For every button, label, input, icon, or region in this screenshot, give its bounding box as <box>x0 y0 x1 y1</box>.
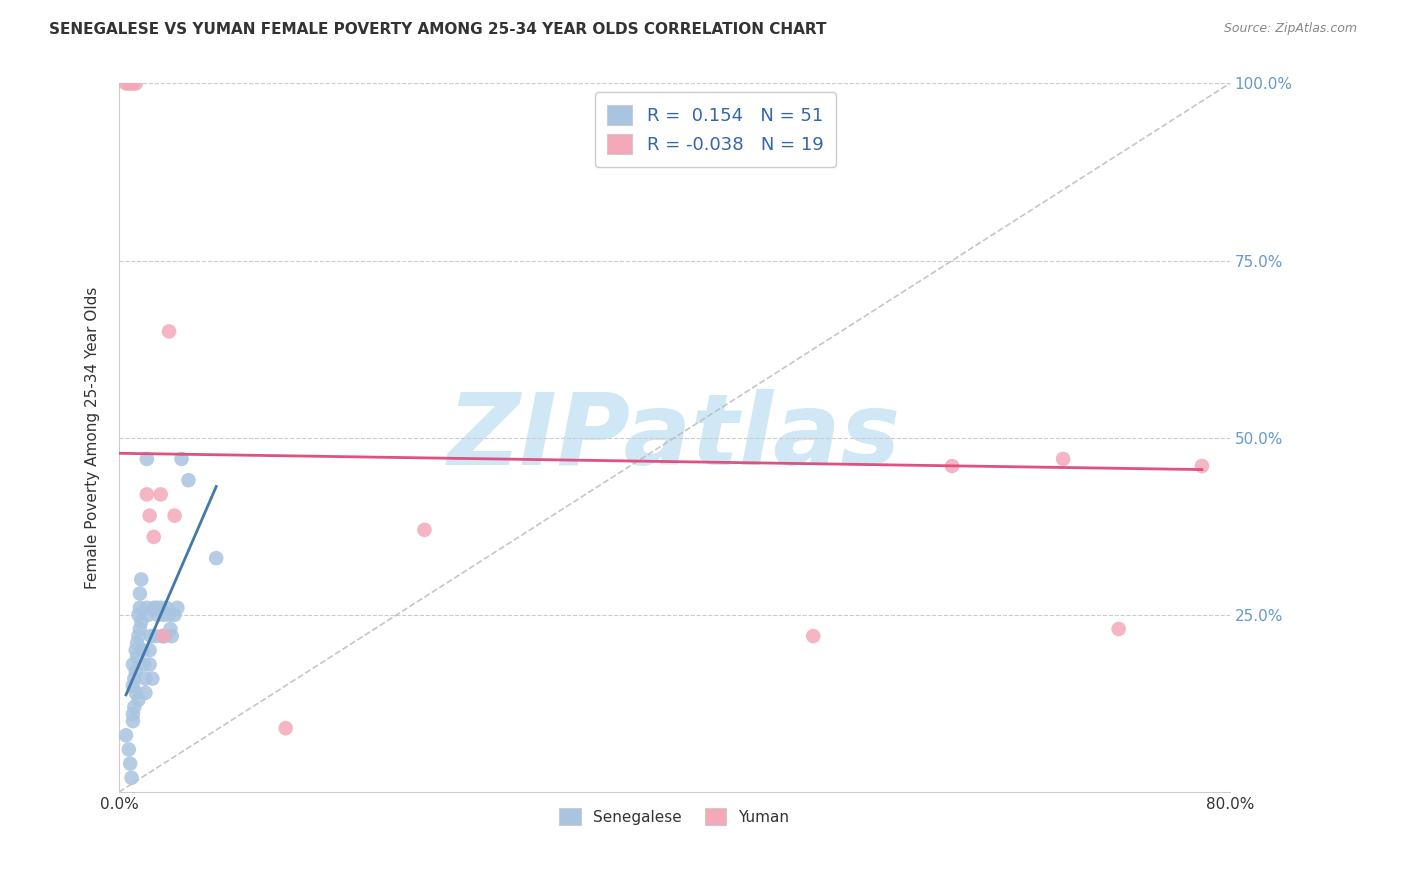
Point <box>125 643 148 657</box>
Point <box>134 686 156 700</box>
Point <box>274 721 297 735</box>
Point <box>131 643 153 657</box>
Point <box>122 77 145 91</box>
Point <box>153 629 176 643</box>
Point <box>134 672 156 686</box>
Point <box>166 600 188 615</box>
Point <box>150 629 173 643</box>
Legend: Senegalese, Yuman: Senegalese, Yuman <box>550 799 799 834</box>
Point <box>941 458 963 473</box>
Point <box>177 473 200 487</box>
Point <box>155 600 177 615</box>
Point <box>128 586 150 600</box>
Point <box>135 452 157 467</box>
Point <box>1191 458 1213 473</box>
Point <box>127 650 149 665</box>
Point <box>124 672 146 686</box>
Point <box>135 487 157 501</box>
Point <box>127 693 149 707</box>
Text: SENEGALESE VS YUMAN FEMALE POVERTY AMONG 25-34 YEAR OLDS CORRELATION CHART: SENEGALESE VS YUMAN FEMALE POVERTY AMONG… <box>49 22 827 37</box>
Point <box>122 714 145 728</box>
Point <box>122 706 145 721</box>
Point <box>125 665 148 679</box>
Point <box>157 607 180 622</box>
Point <box>115 728 138 742</box>
Point <box>128 622 150 636</box>
Point <box>146 607 169 622</box>
Point <box>139 629 162 643</box>
Point <box>127 636 149 650</box>
Point <box>138 657 160 672</box>
Point <box>413 523 436 537</box>
Point <box>138 508 160 523</box>
Point <box>124 700 146 714</box>
Point <box>149 600 172 615</box>
Point <box>159 622 181 636</box>
Point <box>142 600 165 615</box>
Point <box>801 629 824 643</box>
Point <box>157 325 180 339</box>
Point <box>138 643 160 657</box>
Point <box>120 756 142 771</box>
Point <box>129 573 152 587</box>
Point <box>163 508 186 523</box>
Point <box>142 530 165 544</box>
Point <box>149 487 172 501</box>
Point <box>143 629 166 643</box>
Point <box>122 679 145 693</box>
Point <box>115 77 138 91</box>
Point <box>152 607 174 622</box>
Point <box>125 686 148 700</box>
Point <box>128 600 150 615</box>
Point <box>145 600 167 615</box>
Point <box>1052 452 1074 467</box>
Point <box>1108 622 1130 636</box>
Point <box>127 607 149 622</box>
Point <box>122 657 145 672</box>
Point <box>121 771 143 785</box>
Y-axis label: Female Poverty Among 25-34 Year Olds: Female Poverty Among 25-34 Year Olds <box>86 286 100 589</box>
Point <box>125 77 148 91</box>
Text: ZIPatlas: ZIPatlas <box>449 389 901 486</box>
Point <box>136 607 159 622</box>
Point <box>118 742 141 756</box>
Text: Source: ZipAtlas.com: Source: ZipAtlas.com <box>1223 22 1357 36</box>
Point <box>152 629 174 643</box>
Point <box>132 657 155 672</box>
Point <box>120 77 142 91</box>
Point <box>127 629 149 643</box>
Point <box>170 452 193 467</box>
Point <box>205 551 228 566</box>
Point <box>160 629 183 643</box>
Point <box>118 77 141 91</box>
Point <box>163 607 186 622</box>
Point <box>135 600 157 615</box>
Point <box>129 615 152 629</box>
Point <box>141 672 163 686</box>
